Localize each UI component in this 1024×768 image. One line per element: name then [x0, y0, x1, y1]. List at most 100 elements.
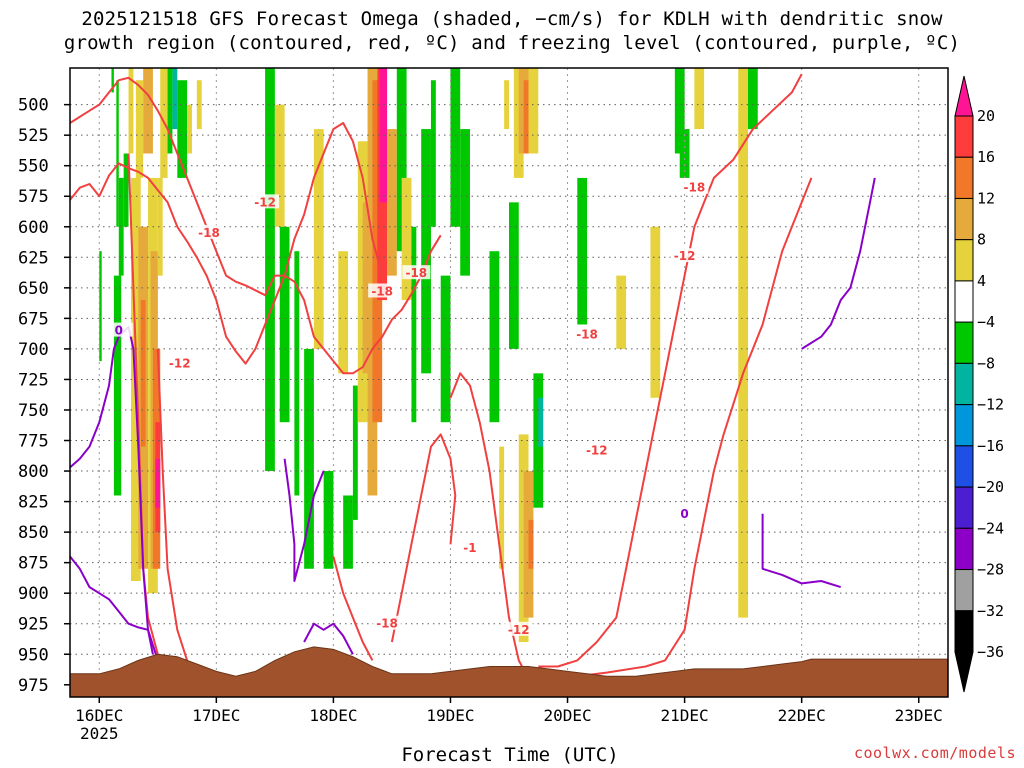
credit-link[interactable]: coolwx.com/models: [853, 744, 1016, 762]
y-tick-label: 575: [18, 187, 49, 207]
colorbar-label: −36: [977, 643, 1004, 661]
freezing-contour-left-low: [69, 555, 159, 661]
omega-cell: [421, 129, 431, 374]
y-tick-label: 550: [18, 157, 49, 177]
contour-label: 0: [115, 324, 123, 338]
dgz-contours: [69, 73, 813, 686]
omega-cell: [440, 275, 451, 423]
dgz-contour-upper: [69, 76, 442, 375]
omega-cell: [528, 68, 539, 154]
contour-label: -12: [674, 249, 696, 263]
y-tick-label: 925: [18, 615, 49, 635]
dgz-contour-right-lower: [547, 177, 813, 686]
colorbar-label: −28: [977, 561, 1004, 579]
contour-label-bg: [573, 326, 602, 341]
dgz-contour-mid2: [449, 372, 530, 680]
colorbar-label: 4: [977, 272, 986, 290]
colorbar-segment: [954, 115, 974, 158]
freezing-contours: [69, 177, 876, 661]
plot-frame: [69, 67, 949, 698]
chart-title-line2: growth region (contoured, red, ºC) and f…: [63, 32, 961, 54]
omega-cell: [155, 458, 161, 508]
contour-label: -12: [169, 357, 191, 371]
colorbar-label: −12: [977, 396, 1004, 414]
colorbar-segment: [954, 280, 974, 323]
omega-cell: [518, 68, 529, 154]
y-tick-label: 900: [18, 584, 49, 604]
omega-cell: [143, 68, 153, 154]
omega-cell: [294, 251, 300, 496]
colorbar-label: −8: [977, 354, 995, 372]
omega-cell: [196, 80, 202, 130]
freezing-contour-mid-low: [303, 622, 354, 655]
contour-label-bg: [368, 283, 397, 298]
dgz-contour-bottom: [332, 556, 374, 661]
omega-shading: [99, 68, 758, 643]
contour-label: 0: [680, 507, 688, 521]
omega-cell: [323, 471, 334, 569]
omega-cell: [489, 251, 500, 423]
omega-cell: [411, 226, 417, 423]
omega-cell: [401, 177, 412, 301]
grid-lines: [70, 68, 948, 697]
y-tick-label: 500: [18, 96, 49, 116]
contour-label: -18: [576, 327, 598, 341]
colorbar-segment: [954, 239, 974, 282]
contour-label-bg: [670, 248, 699, 263]
omega-cell: [157, 177, 163, 276]
contour-label-bg: [165, 355, 194, 370]
colorbar-segment: [954, 610, 974, 653]
colorbar-label: −32: [977, 602, 1004, 620]
y-tick-label: 950: [18, 645, 49, 665]
contour-labels: -18 -12 -12 -18 -18 -18 -1 -12 -18 -12 -18 -12 0 0: [104, 179, 709, 637]
freezing-contour-mid: [283, 458, 325, 582]
colorbar: 20 16 12 8 4 −4 −8 −12 −16 −20 −24 −28 −32 −36: [954, 75, 1004, 693]
contour-label-bg: [680, 179, 709, 194]
contour-label-bg: [402, 265, 431, 280]
colorbar-segment: [954, 197, 974, 241]
omega-cell: [352, 385, 358, 520]
contour-label: -12: [254, 195, 276, 209]
colorbar-label: −20: [977, 478, 1004, 496]
omega-cell: [111, 68, 114, 93]
omega-cell: [674, 68, 685, 154]
x-tick-label: 22DEC: [778, 706, 826, 725]
colorbar-segment: [954, 362, 974, 406]
contour-label: -18: [371, 285, 393, 299]
contour-label: -1: [463, 541, 476, 555]
omega-cell: [338, 251, 349, 374]
x-year-label: 2025: [80, 724, 119, 743]
contour-label: -18: [405, 266, 427, 280]
omega-cell: [187, 104, 192, 154]
omega-cell: [650, 226, 661, 398]
contour-label-bg: [670, 505, 699, 520]
contour-label: -12: [586, 443, 608, 457]
colorbar-segment: [954, 404, 974, 447]
colorbar-label: 12: [977, 189, 995, 207]
omega-cell: [518, 434, 529, 643]
x-tick-label: 17DEC: [192, 706, 240, 725]
omega-cell: [99, 251, 102, 362]
terrain-fill: [69, 646, 949, 698]
colorbar-label: −16: [977, 437, 1004, 455]
x-tick-label: 19DEC: [426, 706, 474, 725]
y-tick-label: 850: [18, 523, 49, 543]
omega-cell: [379, 68, 388, 203]
freezing-contour-right: [801, 177, 876, 350]
chart-title-line1: 2025121518 GFS Forecast Omega (shaded, −…: [81, 8, 943, 30]
dgz-contour-lower: [69, 122, 384, 365]
colorbar-segment: [954, 486, 974, 529]
omega-cell: [128, 68, 134, 154]
omega-cell: [279, 226, 290, 423]
contour-label: -12: [508, 623, 530, 637]
contour-label-bg: [582, 442, 611, 457]
omega-cell: [313, 129, 324, 349]
colorbar-segment: [954, 569, 974, 612]
y-tick-label: 875: [18, 554, 49, 574]
omega-cell: [499, 446, 505, 569]
colorbar-label: −4: [977, 313, 995, 331]
x-tick-label: 21DEC: [661, 706, 709, 725]
contour-label: -18: [684, 181, 706, 195]
colorbar-top-arrow: [954, 75, 974, 117]
